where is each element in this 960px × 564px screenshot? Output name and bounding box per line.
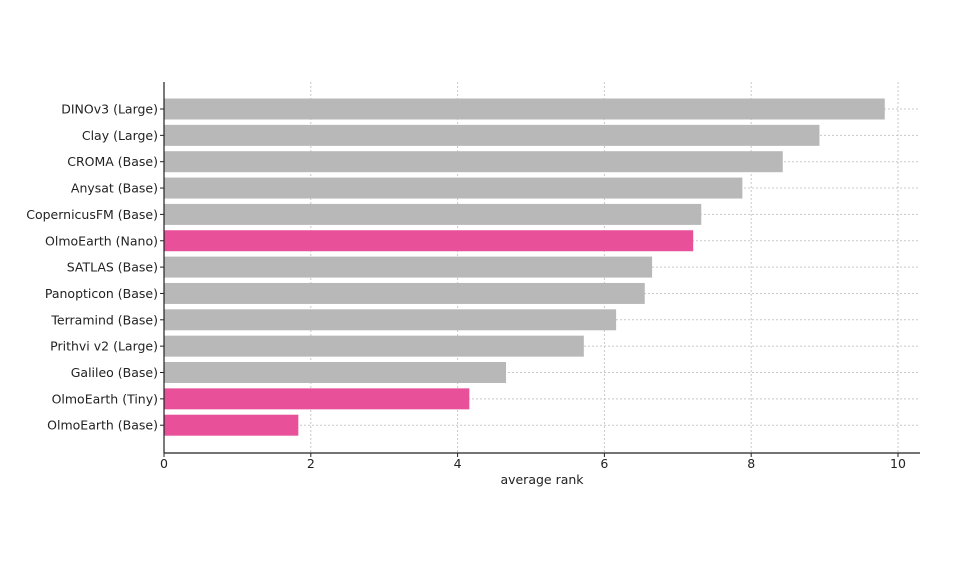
x-tick-label: 4 bbox=[454, 456, 462, 471]
bar-croma-base bbox=[164, 151, 783, 173]
bar-terramind-base bbox=[164, 309, 617, 331]
bar-olmoearth-base bbox=[164, 414, 299, 436]
labels: DINOv3 (Large) Clay (Large) CROMA (Base) An… bbox=[26, 102, 906, 488]
bar-galileo-base bbox=[164, 362, 507, 383]
bar-copernicusfm-base bbox=[164, 203, 702, 225]
category-label: SATLAS (Base) bbox=[67, 260, 158, 275]
x-tick-label: 10 bbox=[890, 456, 906, 471]
x-tick-label: 6 bbox=[600, 456, 608, 471]
category-label: CopernicusFM (Base) bbox=[26, 207, 158, 222]
x-axis-title: average rank bbox=[500, 472, 584, 487]
category-label: Galileo (Base) bbox=[71, 365, 158, 380]
category-label: OlmoEarth (Base) bbox=[47, 418, 158, 433]
category-label: OlmoEarth (Tiny) bbox=[52, 391, 158, 406]
category-label: Anysat (Base) bbox=[71, 181, 158, 196]
axes bbox=[160, 82, 920, 457]
bar-olmoearth-tiny bbox=[164, 388, 470, 410]
x-tick-label: 8 bbox=[747, 456, 755, 471]
bar-clay-large bbox=[164, 124, 820, 146]
bar-anysat-base bbox=[164, 177, 743, 199]
bar-dinov3-large bbox=[164, 98, 885, 120]
bar-panopticon-base bbox=[164, 282, 645, 304]
category-label: Prithvi v2 (Large) bbox=[50, 339, 158, 354]
category-label: Terramind (Base) bbox=[50, 312, 158, 327]
bar-olmoearth-nano bbox=[164, 230, 694, 252]
category-label: Clay (Large) bbox=[82, 128, 158, 143]
category-label: DINOv3 (Large) bbox=[61, 102, 158, 117]
category-label: CROMA (Base) bbox=[67, 154, 158, 169]
category-label: OlmoEarth (Nano) bbox=[45, 233, 158, 248]
x-tick-label: 0 bbox=[160, 456, 168, 471]
bar-satlas-base bbox=[164, 256, 653, 278]
category-label: Panopticon (Base) bbox=[45, 286, 158, 301]
x-tick-label: 2 bbox=[307, 456, 315, 471]
bars bbox=[164, 98, 885, 436]
bar-prithvi-v2-large bbox=[164, 335, 584, 357]
